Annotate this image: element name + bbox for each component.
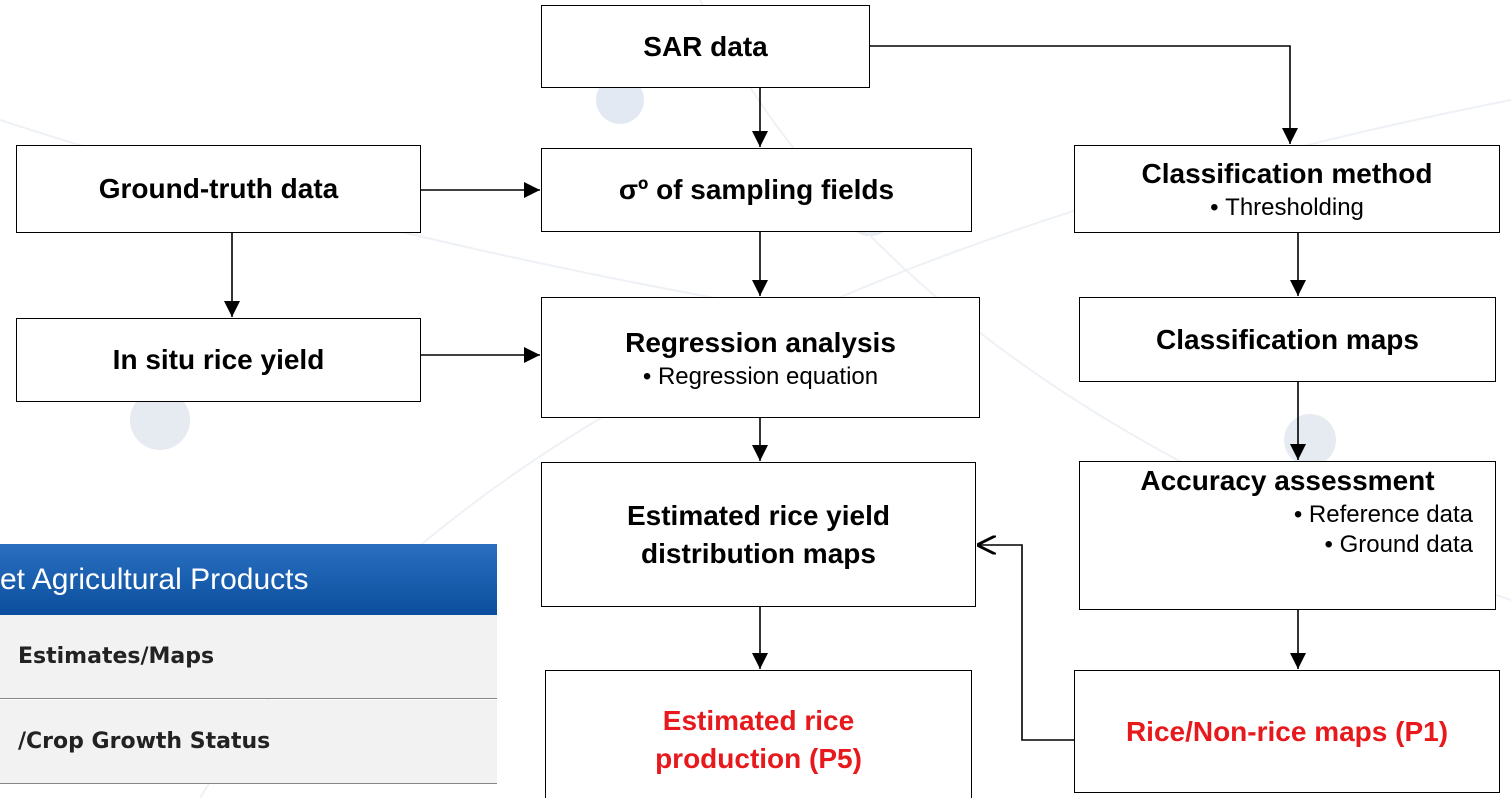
node-bullet: Ground data bbox=[1324, 530, 1473, 560]
node-box: Rice/Non-rice maps (P1) bbox=[1074, 670, 1500, 793]
arrow bbox=[977, 545, 1074, 741]
node-box: σº of sampling fields bbox=[541, 148, 972, 232]
node-box: Estimated rice yield distribution maps bbox=[541, 462, 976, 607]
node-label: Estimated rice production (P5) bbox=[655, 705, 862, 774]
panel-row: Estimates/Maps bbox=[0, 615, 497, 699]
node-box: In situ rice yield bbox=[16, 318, 421, 402]
node-box: Ground-truth data bbox=[16, 145, 421, 233]
node-box: SAR data bbox=[541, 5, 870, 88]
node-bullet: Reference data bbox=[1294, 500, 1473, 530]
node-box: Estimated rice production (P5) bbox=[545, 670, 972, 798]
node-box: Regression analysis Regression equation bbox=[541, 297, 980, 418]
node-label: Estimated rice yield distribution maps bbox=[626, 499, 890, 569]
node-label: σº of sampling fields bbox=[618, 174, 895, 205]
node-box: Classification maps bbox=[1079, 297, 1496, 382]
node-label: SAR data bbox=[643, 30, 768, 62]
panel-row: /Crop Growth Status bbox=[0, 700, 497, 784]
node-box: Classification method Thresholding bbox=[1074, 145, 1500, 233]
arrow bbox=[870, 45, 1298, 144]
node-label: Classification method bbox=[1141, 158, 1433, 189]
node-label: Rice/Non-rice maps (P1) bbox=[1125, 715, 1449, 747]
node-bullet: Thresholding bbox=[1210, 193, 1364, 223]
panel-header: et Agricultural Products bbox=[0, 544, 497, 615]
node-label: Regression analysis bbox=[625, 326, 896, 358]
node-label: Ground-truth data bbox=[98, 173, 339, 204]
node-box: Accuracy assessment Reference dataGround … bbox=[1079, 461, 1496, 610]
node-label: Classification maps bbox=[1156, 323, 1419, 355]
node-label: In situ rice yield bbox=[112, 344, 325, 375]
decor-circle bbox=[596, 76, 644, 124]
node-label: Accuracy assessment bbox=[1140, 465, 1435, 496]
decor-circle bbox=[130, 390, 190, 450]
node-bullet: Regression equation bbox=[643, 362, 878, 392]
